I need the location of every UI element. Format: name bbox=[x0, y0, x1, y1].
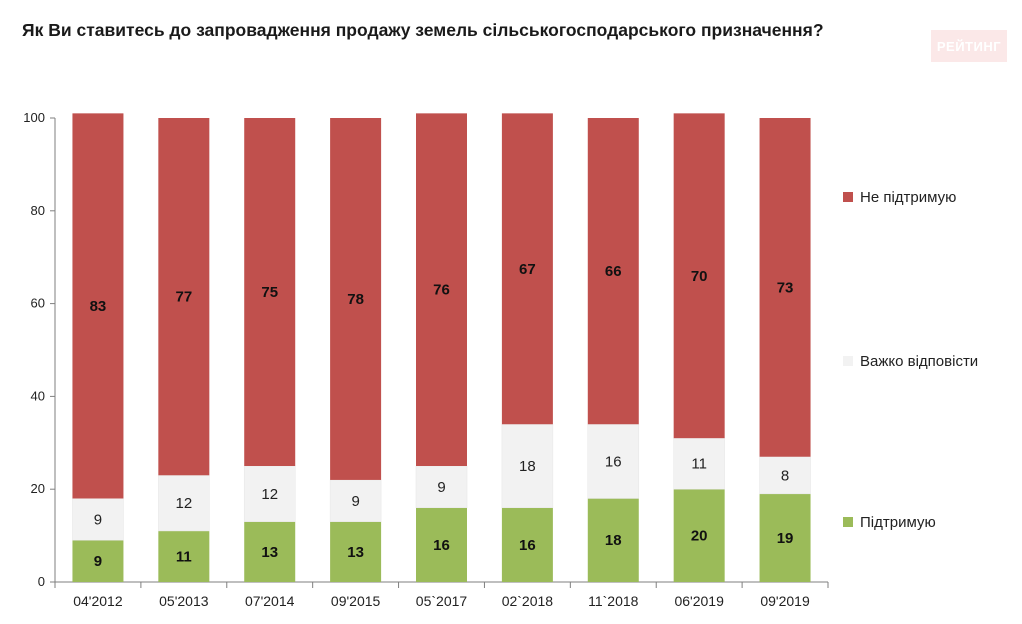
data-label: 73 bbox=[777, 279, 794, 296]
bar-segment bbox=[72, 498, 124, 541]
data-label: 77 bbox=[175, 289, 192, 306]
legend: Не підтримую Важко відповісти Підтримую bbox=[843, 189, 978, 531]
x-tick-label: 02`2018 bbox=[502, 593, 554, 609]
bar-segment bbox=[158, 530, 210, 582]
legend-swatch bbox=[843, 517, 853, 527]
bar-segment bbox=[72, 540, 124, 582]
data-label: 66 bbox=[605, 263, 622, 280]
data-label: 11 bbox=[691, 456, 707, 473]
bar-segment bbox=[501, 423, 554, 509]
bar-segment bbox=[759, 493, 811, 582]
data-label: 18 bbox=[605, 532, 622, 549]
y-tick-label: 100 bbox=[23, 110, 45, 125]
bar-segment bbox=[329, 479, 382, 522]
bar-segment bbox=[243, 465, 296, 522]
data-label: 9 bbox=[351, 493, 359, 510]
data-label: 20 bbox=[691, 528, 708, 545]
data-label: 13 bbox=[261, 544, 278, 561]
data-label: 16 bbox=[519, 537, 536, 554]
y-tick-label: 60 bbox=[31, 296, 45, 311]
data-label: 16 bbox=[433, 537, 450, 554]
bar-segment bbox=[244, 521, 296, 582]
data-label: 70 bbox=[691, 268, 708, 285]
bar-segment bbox=[673, 113, 725, 439]
bars: 9 9 83 04'2012 11 12 77 05'2013 13 12 75 07'2014 13 9… bbox=[72, 113, 811, 609]
data-label: 67 bbox=[519, 261, 536, 278]
data-label: 19 bbox=[777, 530, 794, 547]
data-label: 11 bbox=[176, 548, 192, 565]
legend-swatch bbox=[843, 192, 853, 202]
bar-segment bbox=[416, 507, 467, 582]
data-label: 9 bbox=[94, 511, 102, 528]
x-tick-label: 11`2018 bbox=[588, 593, 639, 609]
x-tick-label: 06'2019 bbox=[674, 593, 724, 609]
bar-segment bbox=[587, 118, 639, 425]
bar-segment bbox=[416, 113, 467, 467]
x-tick-label: 09'2015 bbox=[331, 593, 381, 609]
y-tick-label: 20 bbox=[31, 481, 45, 496]
y-tick-label: 40 bbox=[31, 388, 45, 403]
bar-segment bbox=[501, 507, 553, 582]
x-tick-label: 04'2012 bbox=[73, 593, 123, 609]
data-label: 76 bbox=[433, 282, 450, 299]
legend-swatch bbox=[843, 356, 853, 366]
legend-label: Не підтримую bbox=[860, 189, 956, 206]
bar-segment bbox=[759, 118, 811, 457]
data-label: 9 bbox=[94, 553, 102, 570]
axes: 0 20 40 60 80 100 bbox=[23, 110, 829, 589]
bar-segment bbox=[244, 118, 296, 466]
x-tick-label: 07'2014 bbox=[245, 593, 295, 609]
data-label: 13 bbox=[347, 544, 364, 561]
bar-segment bbox=[587, 423, 640, 499]
data-label: 12 bbox=[175, 495, 192, 512]
bar-segment bbox=[501, 113, 553, 425]
data-label: 16 bbox=[605, 453, 622, 470]
bar-segment bbox=[673, 437, 725, 490]
x-tick-label: 05`2017 bbox=[416, 593, 468, 609]
bar-segment bbox=[158, 118, 210, 476]
bar-segment bbox=[330, 521, 382, 582]
bar-segment bbox=[415, 465, 468, 509]
y-tick-label: 80 bbox=[31, 203, 45, 218]
data-label: 75 bbox=[261, 284, 278, 301]
data-label: 8 bbox=[781, 467, 789, 484]
data-label: 78 bbox=[347, 291, 364, 308]
data-label: 12 bbox=[261, 486, 278, 503]
data-label: 83 bbox=[90, 298, 107, 315]
bar-segment bbox=[72, 113, 124, 499]
chart-title: Як Ви ставитесь до запровадження продажу… bbox=[22, 20, 824, 40]
legend-label: Підтримую bbox=[860, 514, 936, 531]
x-tick-label: 05'2013 bbox=[159, 593, 209, 609]
bar-segment bbox=[587, 498, 639, 582]
y-tick-label: 0 bbox=[38, 574, 45, 589]
bar-segment bbox=[158, 475, 210, 532]
bar-segment bbox=[330, 118, 382, 480]
bar-segment bbox=[673, 489, 725, 582]
data-label: 9 bbox=[437, 479, 445, 496]
legend-label: Важко відповісти bbox=[860, 353, 978, 370]
x-tick-label: 09'2019 bbox=[760, 593, 810, 609]
data-label: 18 bbox=[519, 458, 536, 475]
rating-logo: РЕЙТИНГ bbox=[931, 30, 1007, 62]
